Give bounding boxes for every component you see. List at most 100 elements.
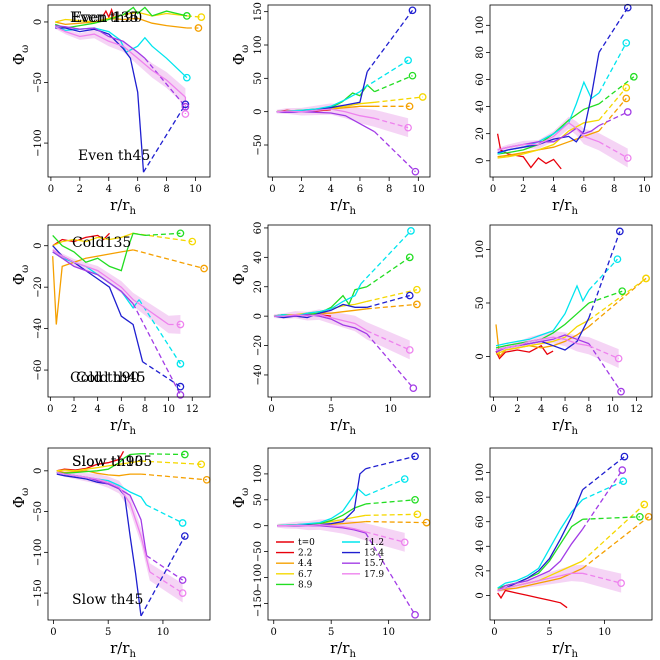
series-end-marker <box>623 3 632 12</box>
x-tick-label: 12 <box>186 404 199 415</box>
y-tick-label: 40 <box>253 251 264 264</box>
y-tick-label: 0 <box>33 243 44 249</box>
y-tick-label: −60 <box>33 360 44 381</box>
series-extrapolation <box>598 98 627 132</box>
series-end-marker <box>614 354 623 363</box>
legend-label: 6.7 <box>298 570 313 580</box>
series-end-marker <box>405 253 414 262</box>
y-tick-label: −40 <box>253 364 264 385</box>
series-end-marker <box>188 237 197 246</box>
series-end-marker <box>407 227 415 235</box>
y-axis-label: Φω <box>230 265 251 285</box>
series-extrapolation <box>365 520 427 524</box>
series-extrapolation <box>582 516 650 569</box>
series-line <box>52 232 134 247</box>
x-axis-label: r/rh <box>330 196 356 217</box>
series-extrapolation <box>365 531 405 543</box>
y-tick-label: −50 <box>33 72 44 93</box>
y-tick-label: −100 <box>33 129 44 156</box>
series-end-marker <box>411 495 419 504</box>
y-tick-label: −50 <box>33 501 44 522</box>
y-tick-label: 0 <box>475 592 486 598</box>
series-end-marker <box>181 110 190 118</box>
series-extrapolation <box>588 345 619 360</box>
x-tick-label: 2 <box>514 404 520 415</box>
y-tick-label: 0 <box>475 353 486 359</box>
series-extrapolation <box>132 303 182 396</box>
series-extrapolation <box>132 249 205 270</box>
legend-label: 13.4 <box>364 549 384 559</box>
series-line <box>497 130 600 158</box>
panel-title: Cold th45 <box>76 370 146 386</box>
y-tick-label: −50 <box>253 134 264 155</box>
series-extrapolation <box>588 343 622 393</box>
x-tick-label: 6 <box>581 184 587 195</box>
panel-title: Slow th45 <box>72 592 143 608</box>
series-extrapolation <box>186 15 202 18</box>
y-tick-label: 150 <box>253 2 264 21</box>
y-tick-label: −20 <box>33 277 44 298</box>
series-extrapolation <box>588 277 647 327</box>
series-end-marker <box>408 71 417 80</box>
plot-area <box>276 9 423 173</box>
series-extrapolation <box>582 469 623 530</box>
y-tick-label: 40 <box>475 100 486 113</box>
series-extrapolation <box>366 9 414 73</box>
series-extrapolation <box>374 131 416 173</box>
series-extrapolation <box>598 87 627 121</box>
series-extrapolation <box>374 75 413 93</box>
y-tick-label: 80 <box>475 46 486 59</box>
series-line <box>274 314 368 332</box>
x-tick-label: 4 <box>106 184 112 195</box>
series-end-marker <box>620 452 629 461</box>
series-line <box>54 26 186 98</box>
x-tick-label: 0 <box>269 184 275 195</box>
series-end-marker <box>640 500 649 509</box>
x-tick-label: 10 <box>189 184 202 195</box>
series-extrapolation <box>598 42 627 94</box>
series-end-marker <box>404 56 412 65</box>
plot-frame <box>267 224 431 398</box>
series-end-marker <box>413 510 422 519</box>
series-extrapolation <box>598 76 635 105</box>
x-tick-label: 5 <box>328 627 334 638</box>
series-end-marker <box>181 102 190 111</box>
series-extrapolation <box>366 303 417 310</box>
series-line <box>52 249 134 325</box>
series-extrapolation <box>146 504 183 524</box>
x-tick-label: 6 <box>134 184 140 195</box>
plot-area <box>56 450 207 617</box>
x-tick-label: 0 <box>490 184 496 195</box>
series-line <box>56 450 125 472</box>
y-axis-label: Φω <box>230 45 251 65</box>
series-end-marker <box>405 346 414 354</box>
series-extrapolation <box>588 258 618 291</box>
legend-label: 2.2 <box>298 549 312 559</box>
x-tick-label: 0 <box>50 627 56 638</box>
x-tick-label: 6 <box>562 404 568 415</box>
series-line <box>497 103 600 155</box>
series-line <box>56 471 151 573</box>
series-line <box>497 567 583 592</box>
x-tick-label: 2 <box>298 184 304 195</box>
y-tick-label: 100 <box>475 463 486 482</box>
y-axis-label: Φω <box>10 45 31 65</box>
series-line <box>495 319 590 355</box>
series-end-marker <box>181 100 190 109</box>
plot-frame <box>267 4 431 178</box>
y-tick-label: 50 <box>253 493 264 506</box>
series-line <box>497 119 600 159</box>
x-tick-label: 8 <box>163 184 169 195</box>
series-end-marker <box>176 320 185 329</box>
panel-title: Slow th135 <box>72 454 152 470</box>
series-line <box>56 453 142 474</box>
series-extrapolation <box>582 480 624 501</box>
y-tick-label: 100 <box>253 464 264 483</box>
panel-title: Even 135 <box>72 10 139 26</box>
x-tick-label: 5 <box>328 404 334 415</box>
plot-area <box>54 6 202 173</box>
y-axis-label: Φω <box>10 488 31 508</box>
series-line <box>276 108 375 119</box>
